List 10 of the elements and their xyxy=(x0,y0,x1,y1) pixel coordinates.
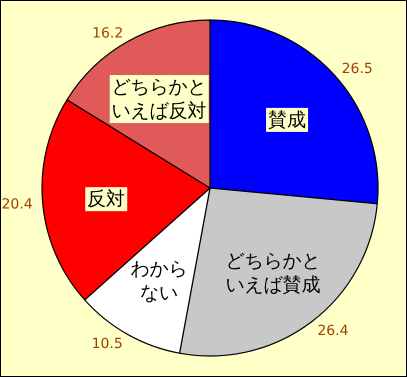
slice-label: 賛成 xyxy=(268,108,306,131)
data-label: 20.4 xyxy=(2,196,33,213)
slice-label: どちらかといえば賛成 xyxy=(225,250,320,296)
slice-label: 反対 xyxy=(87,188,126,210)
data-label: 26.4 xyxy=(317,323,349,340)
slice-label: わからない xyxy=(130,258,188,304)
data-label: 10.5 xyxy=(92,336,123,352)
data-label: 16.2 xyxy=(92,26,124,42)
data-label: 26.5 xyxy=(342,61,373,78)
slice-label: どちらかといえば反対 xyxy=(112,76,207,122)
